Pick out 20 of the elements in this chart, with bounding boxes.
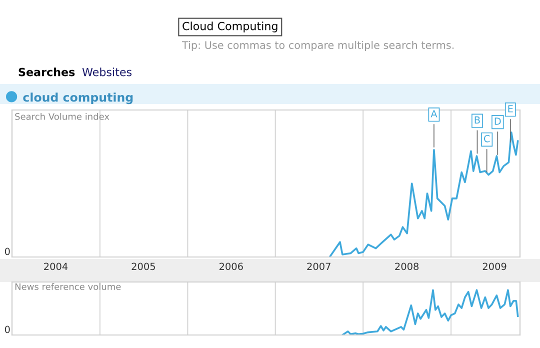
text: 0 xyxy=(4,248,10,256)
annotation: D xyxy=(494,118,501,125)
text: Searches xyxy=(18,68,75,76)
text: Cloud Computing xyxy=(182,22,278,32)
annotation: B xyxy=(474,116,480,124)
annotation: A xyxy=(430,110,438,118)
x-tick-label: 2007 xyxy=(307,262,330,270)
annotation: C xyxy=(484,134,490,142)
x-tick-label: 2009 xyxy=(482,262,506,270)
text: 0 xyxy=(4,326,10,334)
y-axis-title: Search Volume index xyxy=(15,112,110,120)
y-axis-title: News reference volume xyxy=(15,283,121,290)
legend-label: cloud computing xyxy=(23,92,133,104)
text: Websites xyxy=(82,68,132,76)
annotation: E xyxy=(508,105,513,112)
x-tick-label: 2008 xyxy=(395,262,419,270)
text: Tip: Use commas to compare multiple search terms. xyxy=(182,40,454,52)
x-tick-label: 2005 xyxy=(132,262,155,270)
x-tick-label: 2006 xyxy=(219,262,243,270)
x-tick-label: 2004 xyxy=(44,262,68,270)
